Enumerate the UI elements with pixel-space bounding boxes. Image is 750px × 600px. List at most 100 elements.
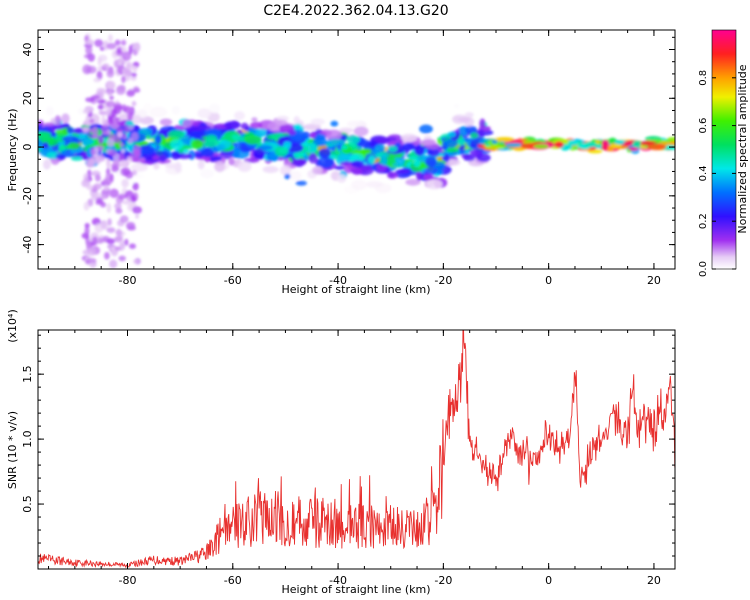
heatmap-blob (243, 157, 260, 163)
heatmap-blob (251, 128, 270, 137)
heatmap-blob (327, 138, 346, 146)
heatmap-blob (275, 119, 288, 126)
heatmap-blob (244, 135, 262, 145)
heatmap-blob (410, 154, 419, 159)
heatmap-blob (119, 159, 128, 168)
heatmap-blob (109, 123, 120, 130)
heatmap-blob (494, 137, 515, 142)
heatmap-blob (81, 126, 90, 132)
colorbar-tick-label: 0.6 (698, 118, 709, 134)
heatmap-blob (623, 141, 634, 146)
heatmap-blob (400, 133, 418, 143)
heatmap-blob (106, 138, 115, 147)
heatmap-blob (388, 171, 395, 178)
heatmap-blob (257, 145, 273, 151)
heatmap-blob (126, 156, 132, 164)
heatmap-blob (106, 160, 111, 170)
heatmap-blob (464, 125, 478, 134)
heatmap-blob (61, 113, 70, 124)
heatmap-blob (278, 147, 289, 154)
heatmap-blob (423, 174, 435, 181)
heatmap-blob (106, 238, 115, 245)
heatmap-blob (133, 86, 140, 92)
colorbar-ticks: 0.0 0.2 0.4 0.6 0.8 (698, 70, 736, 277)
heatmap-blob (351, 160, 364, 168)
heatmap-blob (215, 143, 226, 151)
spectrogram-frame (37, 29, 676, 270)
heatmap-blob (84, 226, 90, 236)
heatmap-blob (292, 158, 306, 166)
heatmap-blob (133, 50, 139, 56)
y-tick-label: 0.5 (21, 495, 34, 512)
heatmap-blob (73, 128, 83, 134)
heatmap-blob (251, 117, 258, 122)
heatmap-blob (109, 188, 119, 198)
heatmap-blob (533, 144, 549, 149)
y-tick-label: -20 (21, 187, 34, 205)
heatmap-blob (308, 152, 318, 164)
heatmap-blob (413, 159, 421, 168)
heatmap-blob (135, 149, 140, 158)
x-tick-label: 0 (545, 574, 552, 587)
heatmap-blob (118, 255, 126, 262)
heatmap-blob (183, 127, 202, 132)
heatmap-blob (197, 108, 212, 119)
heatmap-blob (436, 169, 443, 175)
x-tick-label: -40 (329, 274, 347, 287)
heatmap-blob (295, 180, 307, 186)
heatmap-blob (567, 140, 579, 146)
heatmap-blob (115, 229, 123, 237)
heatmap-blob (237, 161, 252, 172)
heatmap-blob (139, 157, 146, 162)
heatmap-blob (190, 139, 204, 150)
heatmap-blob (470, 132, 479, 139)
heatmap-blob (108, 34, 113, 42)
heatmap-blob (115, 208, 123, 214)
y-tick-label: 20 (21, 91, 34, 105)
heatmap-blob (101, 131, 110, 136)
heatmap-blob (609, 143, 622, 148)
heatmap-blob (284, 173, 291, 180)
heatmap-blob (43, 159, 51, 170)
heatmap-blob (287, 129, 296, 136)
heatmap-blob (477, 129, 485, 135)
heatmap-blob (425, 156, 437, 168)
heatmap-blob (97, 57, 102, 66)
spectrogram-heatmap (38, 33, 675, 269)
heatmap-blob (152, 155, 160, 160)
heatmap-blob (387, 145, 398, 153)
colorbar-tick-label: 0.0 (698, 261, 709, 277)
heatmap-blob (132, 182, 139, 191)
heatmap-blob (137, 109, 148, 119)
chart-title: C2E4.2022.362.04.13.G20 (263, 3, 448, 19)
heatmap-blob (98, 135, 104, 145)
heatmap-blob (340, 145, 348, 150)
heatmap-blob (154, 134, 162, 145)
heatmap-blob (464, 112, 474, 118)
y-tick-label: 40 (21, 43, 34, 57)
heatmap-blob (133, 42, 140, 52)
snr-xlabel: Height of straight line (km) (281, 583, 430, 596)
heatmap-blob (422, 139, 436, 146)
heatmap-blob (106, 69, 115, 78)
heatmap-blob (209, 103, 220, 114)
heatmap-blob (119, 142, 124, 148)
heatmap-blob (125, 222, 136, 230)
heatmap-blob (129, 243, 136, 249)
heatmap-blob (131, 72, 137, 78)
spectrogram-ticks: -80 -60 -40 -20 0 20 -40 -20 0 20 40 (21, 30, 675, 287)
heatmap-blob (92, 134, 99, 139)
heatmap-blob (121, 104, 127, 113)
heatmap-blob (121, 51, 132, 61)
heatmap-blob (164, 163, 182, 169)
heatmap-blob (346, 120, 363, 128)
heatmap-blob (280, 165, 292, 176)
heatmap-blob (476, 153, 491, 162)
heatmap-blob (485, 145, 505, 150)
heatmap-blob (317, 157, 335, 168)
heatmap-blob (463, 154, 476, 162)
heatmap-blob (91, 193, 98, 201)
heatmap-blob (94, 174, 101, 182)
heatmap-blob (351, 179, 367, 191)
